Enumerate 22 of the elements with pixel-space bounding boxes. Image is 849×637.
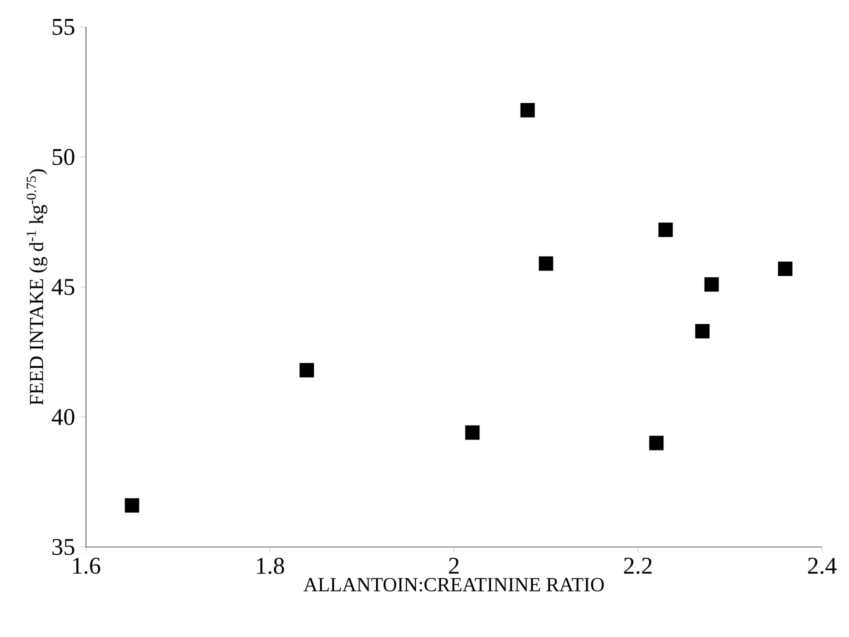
- y-tick-label: 50: [52, 148, 74, 166]
- point: [538, 256, 554, 271]
- y-axis-title: FEED INTAKE (g d$^{-1}$ kg$^{-0.75}$): [26, 169, 48, 406]
- x-tick-label: 1.8: [257, 558, 284, 574]
- x-axis-title: ALLANTOIN:CREATININE RATIO: [304, 578, 604, 592]
- y-tick-label: 55: [52, 19, 74, 35]
- point: [465, 425, 480, 440]
- y-tick-label: 35: [52, 538, 74, 556]
- x-tick-label: 2: [449, 558, 459, 574]
- x-tick-label: 2.2: [624, 558, 652, 574]
- y-tick-label: 40: [52, 408, 74, 426]
- point: [778, 262, 792, 276]
- x-tick-label: 1.6: [73, 558, 100, 574]
- point: [520, 102, 535, 118]
- point: [695, 324, 710, 338]
- y-tick-label: 45: [52, 279, 74, 295]
- point: [649, 436, 664, 450]
- point: [658, 222, 673, 237]
- point: [704, 277, 719, 292]
- point: [124, 498, 140, 513]
- x-tick-label: 2.4: [808, 558, 837, 574]
- point: [300, 363, 314, 378]
